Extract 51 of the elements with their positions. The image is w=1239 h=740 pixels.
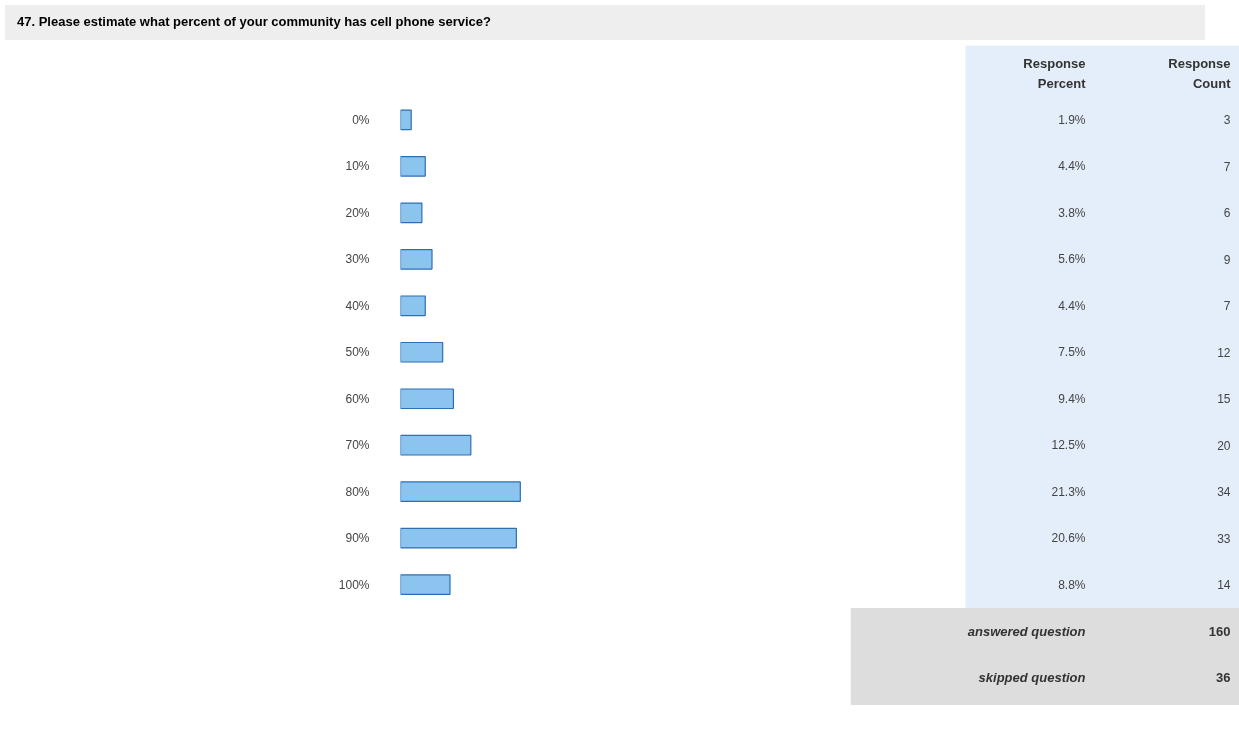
text: 33 <box>1217 531 1231 546</box>
text: skipped question <box>978 669 1086 685</box>
text: 9 <box>1223 252 1231 267</box>
data-label: 8.8% <box>1058 577 1086 592</box>
bar <box>400 202 423 223</box>
text: answered question <box>967 623 1086 639</box>
y-tick-label: 20% <box>345 205 370 220</box>
data-label: 20.6% <box>1051 530 1086 545</box>
text: 34 <box>1217 484 1231 499</box>
text: 36 <box>1216 669 1231 685</box>
text: 160 <box>1208 623 1231 639</box>
bar <box>400 527 517 549</box>
y-tick-label: 60% <box>345 391 370 406</box>
bar <box>400 434 472 456</box>
y-tick-label: 100% <box>338 577 370 592</box>
y-tick-label: 10% <box>345 158 370 173</box>
text: 15 <box>1217 391 1231 406</box>
data-label: 3.8% <box>1058 205 1086 220</box>
bar <box>400 155 426 177</box>
text: Response Count <box>1168 55 1232 91</box>
y-tick-label: 80% <box>345 484 370 499</box>
data-label: 1.9% <box>1058 112 1086 127</box>
y-tick-label: 0% <box>352 112 370 127</box>
bar <box>400 341 444 363</box>
data-label: 7.5% <box>1058 344 1086 359</box>
y-tick-label: 50% <box>345 344 370 359</box>
bar <box>400 248 433 270</box>
bar <box>400 387 454 409</box>
text: 12 <box>1217 345 1231 360</box>
data-label: 4.4% <box>1058 298 1086 313</box>
text: Response Percent <box>1023 55 1087 91</box>
bar <box>400 294 426 316</box>
data-label: 12.5% <box>1051 437 1086 452</box>
data-label: 9.4% <box>1058 391 1086 406</box>
text: 47. Please estimate what percent of your community has cell phone service? <box>17 13 491 31</box>
text: 3 <box>1223 112 1231 127</box>
text: 7 <box>1223 298 1231 313</box>
y-tick-label: 90% <box>345 530 370 545</box>
y-tick-label: 40% <box>345 298 370 313</box>
data-label: 5.6% <box>1058 251 1086 266</box>
text: 6 <box>1223 205 1231 220</box>
text: 14 <box>1217 577 1231 592</box>
data-label: 4.4% <box>1058 158 1086 173</box>
text: 7 <box>1223 159 1231 174</box>
bar <box>400 109 412 130</box>
bar <box>400 573 451 595</box>
data-label: 21.3% <box>1051 484 1086 499</box>
bar <box>400 480 521 502</box>
y-tick-label: 30% <box>345 251 370 266</box>
y-tick-label: 70% <box>345 437 370 452</box>
text: 20 <box>1217 438 1231 453</box>
